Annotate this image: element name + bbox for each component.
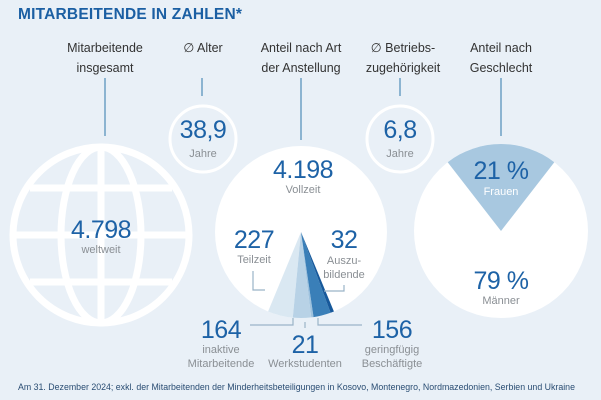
- slice-werkstudenten: [301, 232, 314, 318]
- bracket-apprentices: [324, 285, 345, 292]
- bracket-marginal: [317, 318, 362, 326]
- tenure-value: 6,8: [383, 116, 417, 144]
- total-value: 4.798: [70, 216, 132, 244]
- fulltime-value: 4.198: [272, 156, 334, 184]
- header-gender: Anteil nach Geschlecht: [469, 41, 533, 75]
- apprentices-label: Auszu-bildende: [323, 255, 365, 281]
- slice-geringfügig-beschäftigte: [301, 232, 331, 318]
- header-age: ∅ Alter: [183, 41, 223, 55]
- inactive-label: inaktive Mitarbeitende: [187, 344, 255, 370]
- inactive-value: 164: [200, 316, 242, 344]
- age-label: Jahre: [189, 148, 217, 160]
- men-value: 79 %: [473, 267, 529, 295]
- employment-pie: [215, 146, 387, 318]
- label-brackets: [250, 271, 362, 328]
- age-circle: [168, 104, 238, 174]
- slice-frauen: [447, 143, 555, 231]
- header-total: Mitarbeitende insgesamt: [67, 41, 143, 75]
- apprentices-value: 32: [330, 226, 358, 254]
- women-value: 21 %: [473, 157, 529, 185]
- students-value: 21: [291, 331, 319, 359]
- men-label: Männer: [482, 295, 520, 307]
- parttime-label: Teilzeit: [237, 254, 271, 266]
- tenure-circle: [365, 104, 435, 174]
- slice-teilzeit: [268, 232, 301, 318]
- header-employment: Anteil nach Art der Anstellung: [260, 41, 342, 75]
- students-label: Werkstudenten: [268, 358, 342, 370]
- footnote: Am 31. Dezember 2024; exkl. der Mitarbei…: [18, 382, 575, 392]
- globe-icon: [9, 143, 193, 327]
- marginal-value: 156: [371, 316, 413, 344]
- women-label: Frauen: [483, 186, 519, 198]
- slice-inaktive-mitarbeitende: [292, 232, 312, 318]
- parttime-value: 227: [233, 226, 275, 254]
- tenure-label: Jahre: [386, 148, 414, 160]
- marginal-label: geringfügig Beschäftigte: [361, 344, 423, 370]
- bracket-inactive: [250, 318, 294, 326]
- slice-auszubildende: [301, 232, 334, 313]
- bracket-parttime: [252, 271, 265, 291]
- page-title: MITARBEITENDE IN ZAHLEN*: [18, 6, 243, 23]
- header-tenure: ∅ Betriebs-zugehörigkeit: [365, 41, 441, 75]
- age-value: 38,9: [179, 116, 227, 144]
- gender-pie: [414, 143, 588, 318]
- leader-lines: [104, 78, 502, 140]
- total-label: weltweit: [81, 244, 121, 256]
- fulltime-label: Vollzeit: [285, 184, 321, 196]
